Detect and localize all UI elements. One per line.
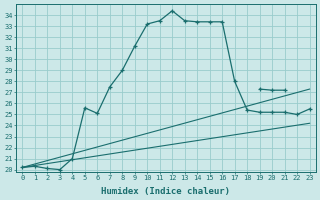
- X-axis label: Humidex (Indice chaleur): Humidex (Indice chaleur): [101, 187, 230, 196]
